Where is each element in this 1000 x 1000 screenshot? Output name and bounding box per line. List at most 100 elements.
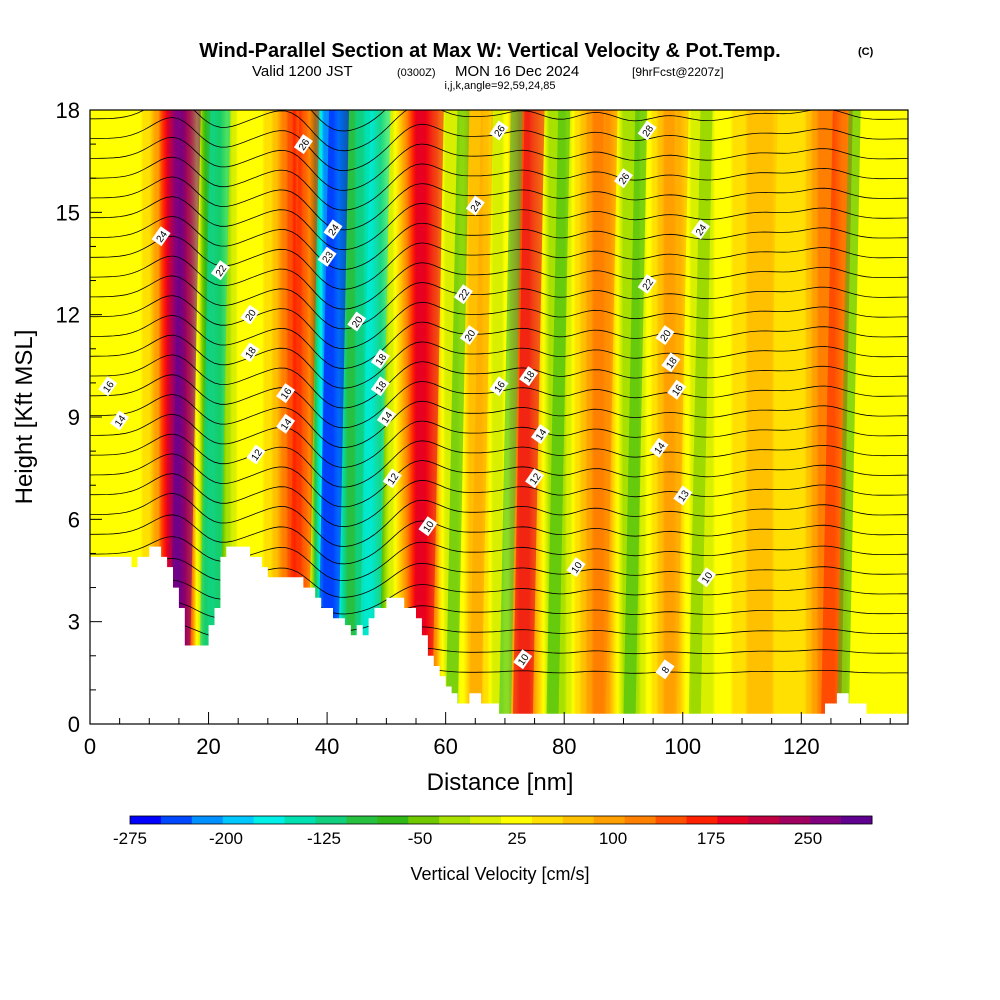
downdraft-core [498,110,523,724]
contour-label: 10 [566,557,586,578]
colorbar-swatch [501,816,533,824]
theta-contour-line [90,215,908,270]
downdraft-core [546,110,571,724]
contour-label: 20 [347,311,367,332]
colorbar-swatch [439,816,471,824]
updraft-core [411,110,444,724]
contour-label: 20 [240,304,260,325]
subtitle-utc: (0300Z) [397,67,436,79]
colorbar-tick-label: -275 [113,829,147,848]
downdraft-core [317,110,349,724]
contour-label-text: 8 [660,664,672,675]
colorbar-swatch [346,816,378,824]
colorbar-swatch [191,816,224,824]
colorbar-ticks: -275 -200 -125 -50 25 100 175 250 [113,829,822,848]
x-tick-label: 80 [552,734,576,759]
updraft-core [820,110,853,724]
x-axis: 0 20 40 60 80 100 120 [84,712,891,759]
contour-label: 10 [418,516,438,537]
colorbar-swatch [748,816,780,824]
theta-contour-line [90,110,908,152]
colorbar-tick-label: -200 [209,829,243,848]
contour-label: 20 [655,325,675,346]
theta-contour-line [90,354,908,409]
colorbar-swatch [130,816,162,824]
theta-contour-line [90,433,908,488]
colorbar-tick-label: 175 [697,829,725,848]
contour-label: 24 [151,226,171,247]
theta-contour-line [90,473,908,528]
colorbar-tick-label: -125 [307,829,341,848]
contour-label: 14 [110,410,130,431]
y-tick-label: 18 [56,98,80,123]
contour-label: 24 [465,195,485,216]
contour-label: 8 [655,659,675,680]
updraft-core [287,110,320,724]
contour-label: 24 [323,219,343,240]
x-tick-label: 0 [84,734,96,759]
contour-label: 20 [459,325,479,346]
contour-label: 10 [513,649,533,670]
contour-label: 18 [370,376,390,397]
theta-contour-line [90,295,908,350]
y-axis: 0 3 6 9 12 15 18 [56,98,102,737]
colorbar-tick-label: -50 [408,829,433,848]
contour-label: 12 [382,468,402,489]
chart-title: Wind-Parallel Section at Max W: Vertical… [199,40,780,62]
chart-subtitle: Valid 1200 JST (0300Z) MON 16 Dec 2024 [… [252,63,724,80]
theta-contour-line [90,334,908,389]
contour-label: 24 [690,219,711,240]
updraft-core [168,110,201,724]
contour-label: 22 [637,274,657,294]
colorbar-swatch [253,816,286,824]
colorbar-swatch [315,816,347,824]
colorbar-label: Vertical Velocity [cm/s] [410,864,589,884]
colorbar-swatch [686,816,718,824]
contour-label: 22 [453,284,473,305]
contour-label: 14 [530,424,551,445]
theta-contour-line [90,176,908,231]
theta-contour-line [90,196,908,251]
potential-temperature-contours [90,110,908,724]
downdraft-core [358,110,391,724]
colorbar-swatch [284,816,316,824]
colorbar-swatch [779,816,811,824]
contour-label: 26 [613,168,634,189]
colorbar-tick-label: 25 [508,829,527,848]
theta-contour-line [90,136,908,191]
x-tick-label: 120 [783,734,820,759]
contour-label: 28 [637,120,657,141]
colorbar-swatch [562,816,595,824]
colorbar-swatch [160,816,193,824]
theta-contour-line [90,413,908,468]
colorbar-swatch [408,816,440,824]
x-tick-label: 60 [433,734,457,759]
colorbar-swatch [593,816,626,824]
copyright-mark: (C) [858,46,874,58]
contour-label: 22 [210,260,230,281]
colorbar-swatch [222,816,255,824]
contour-label: 18 [661,352,681,373]
subtitle-date: MON 16 Dec 2024 [455,63,579,80]
downdraft-core [836,110,861,724]
contour-label: 16 [276,383,296,404]
contour-label: 26 [489,120,509,141]
contour-label: 12 [246,444,266,465]
subtitle-valid: Valid 1200 JST [252,63,353,80]
contour-label: 16 [489,376,509,397]
y-tick-label: 6 [68,507,80,532]
contour-label: 10 [696,567,717,588]
contour-label: 16 [98,376,118,397]
colorbar-tick-label: 100 [599,829,627,848]
terrain-mask [90,546,908,724]
subtitle-indices: i,j,k,angle=92,59,24,85 [444,80,555,92]
contour-label: 16 [667,379,687,400]
colorbar-swatch [377,816,409,824]
theta-contour-line [90,492,908,547]
contour-label: 12 [525,468,545,489]
contour-label: 23 [317,246,337,267]
subtitle-fcst: [9hrFcst@2207z] [632,65,724,79]
downdraft-core [623,110,648,724]
